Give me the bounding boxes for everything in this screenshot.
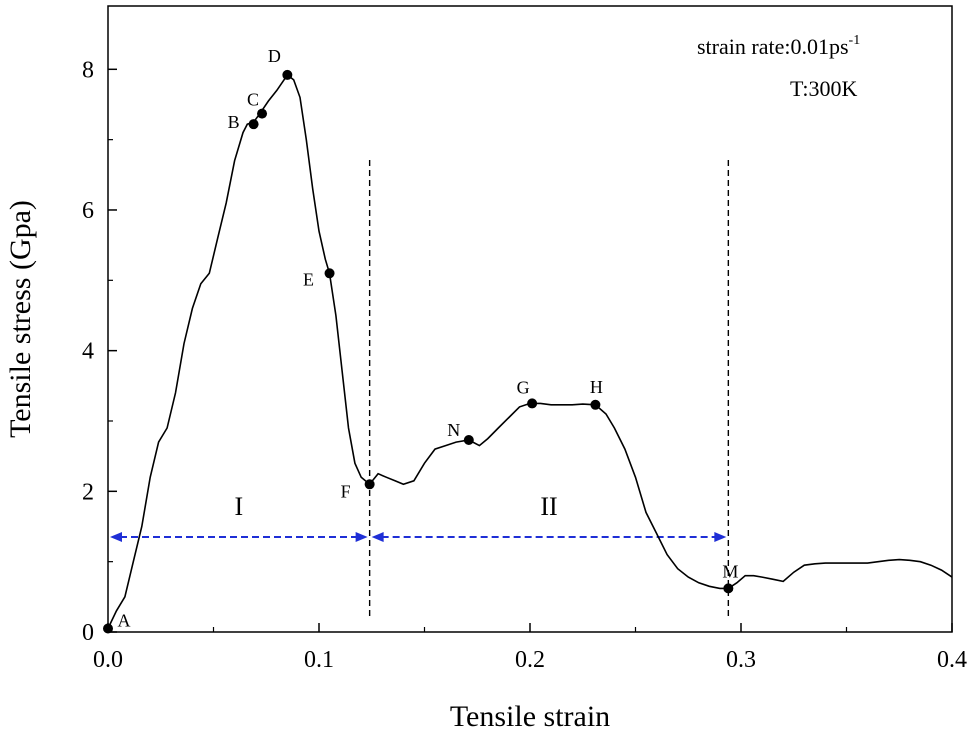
point-label: N: [447, 420, 460, 440]
y-tick-label: 2: [82, 479, 94, 505]
point-marker: [463, 434, 474, 445]
y-tick-label: 6: [82, 198, 94, 224]
y-tick-label: 8: [82, 57, 94, 83]
y-axis-label: Tensile stress (Gpa): [4, 200, 37, 438]
temperature-annotation: T:300K: [790, 76, 857, 101]
region-label: I: [234, 492, 243, 521]
point-label: M: [722, 561, 738, 581]
point-marker: [257, 108, 268, 119]
region-arrow-head-right: [355, 532, 368, 543]
region-arrow-head-left: [371, 532, 384, 543]
point-label: E: [303, 269, 314, 289]
y-tick-label: 0: [82, 620, 94, 646]
point-label: D: [268, 46, 281, 66]
point-marker: [590, 399, 601, 410]
point-marker: [364, 479, 375, 490]
point-marker: [282, 69, 293, 80]
point-marker: [103, 623, 113, 634]
point-label: H: [590, 377, 603, 397]
x-tick-label: 0.4: [937, 647, 967, 673]
point-marker: [723, 583, 734, 594]
y-tick-label: 4: [82, 339, 94, 365]
marked-points: A BC D E F N G H M: [103, 46, 738, 634]
strain-rate-superscript: -1: [849, 33, 861, 48]
stress-strain-curve: [107, 73, 953, 629]
point-label: B: [228, 112, 240, 132]
x-tick-label: 0.3: [726, 647, 756, 673]
region-arrow-head-right: [714, 532, 727, 543]
region-boundaries: [368, 160, 730, 620]
point-label: G: [517, 377, 530, 397]
strain-rate-annotation: strain rate:0.01ps-1: [697, 33, 860, 59]
region-label: II: [540, 492, 557, 521]
x-axis-label: Tensile strain: [450, 700, 610, 733]
x-axis: 0.0 0.1 0.2 0.3 0.4: [93, 623, 967, 673]
point-marker: [324, 268, 335, 279]
point-label: A: [118, 610, 131, 630]
point-label: F: [341, 481, 351, 501]
x-tick-label: 0.0: [93, 647, 123, 673]
strain-rate-text: strain rate:0.01ps: [697, 34, 849, 59]
point-label: C: [247, 90, 259, 110]
region-arrow-head-left: [110, 532, 122, 543]
point-marker: [248, 119, 259, 130]
point-marker: [527, 398, 538, 409]
x-tick-label: 0.2: [515, 647, 545, 673]
y-axis: 0 2 4 6 8: [82, 57, 117, 646]
region-arrows: I II: [110, 492, 727, 543]
x-tick-label: 0.1: [304, 647, 334, 673]
